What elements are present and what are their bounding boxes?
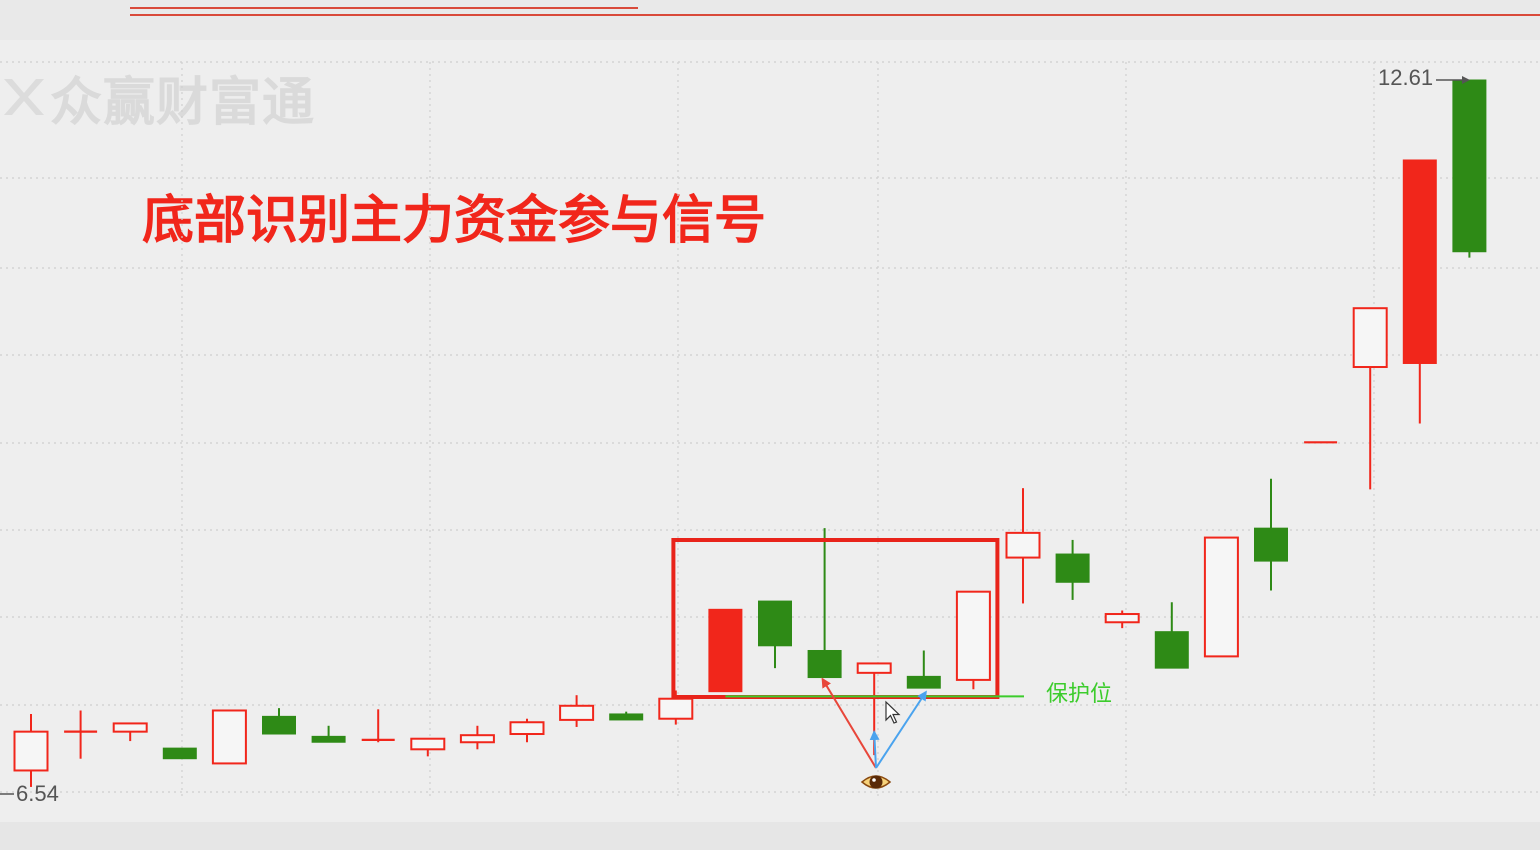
chart-headline: 底部识别主力资金参与信号 (142, 191, 767, 251)
signal-arrow-blue-center (869, 730, 880, 769)
candle-body (1352, 307, 1388, 369)
candle (410, 737, 446, 757)
candle-body (955, 590, 991, 681)
candle-body (1452, 79, 1487, 253)
candle (262, 708, 296, 735)
annotation-overlay (0, 76, 1470, 795)
candles (13, 79, 1487, 787)
candle (459, 725, 495, 750)
watermark-logo: 众赢财富通 (0, 62, 315, 133)
candle (708, 608, 743, 693)
candle-body (658, 697, 694, 720)
top-accent-line (130, 7, 638, 9)
candle (807, 528, 842, 679)
candle (64, 710, 98, 759)
candle (1452, 79, 1487, 258)
signal-arrow-red (821, 677, 877, 769)
candle (1402, 159, 1437, 424)
candle-body (1005, 531, 1041, 559)
candle (955, 590, 991, 690)
candle (361, 709, 395, 743)
candle-body (758, 600, 792, 647)
candle-body (1203, 536, 1239, 658)
top-accent-line-long (130, 14, 1540, 16)
candle (758, 600, 792, 669)
candle (1005, 488, 1041, 604)
candle (509, 718, 545, 743)
high-marker-arrow (1462, 76, 1470, 84)
candle-body (906, 675, 941, 689)
candle (1203, 536, 1239, 658)
high-price-label: 12.61 (1378, 65, 1434, 90)
mouse-cursor-icon (885, 700, 901, 724)
candle (311, 725, 346, 743)
candle-body (410, 737, 446, 751)
candle (906, 650, 941, 689)
top-band (0, 0, 1540, 40)
candle (559, 695, 595, 727)
candle-body (856, 662, 892, 674)
candle-body (112, 722, 148, 733)
candle (1104, 610, 1140, 629)
candle-body (559, 704, 595, 721)
candle-body (1254, 527, 1288, 562)
candle-body (162, 747, 197, 760)
candle-body (262, 715, 296, 735)
candle-body (509, 721, 545, 736)
candle-body (1402, 159, 1437, 364)
support-level-label: 保护位 (1046, 682, 1113, 707)
grid-lines (0, 61, 1540, 800)
candle (211, 709, 247, 765)
logo-mark-icon (4, 79, 44, 115)
eye-icon (860, 775, 892, 789)
signal-arrow-blue-right (875, 690, 927, 769)
candle (162, 747, 197, 760)
candle (1154, 602, 1189, 669)
candle (112, 722, 148, 742)
candle-body (211, 709, 247, 765)
candle-body (1154, 631, 1189, 669)
candle-body (1104, 613, 1140, 624)
eye-iris (869, 775, 883, 789)
candle-body (1055, 553, 1090, 583)
cursor-shape (885, 700, 901, 724)
eye-glint (872, 778, 876, 782)
candle-body (609, 713, 644, 721)
candle (1254, 478, 1288, 591)
candle-body (807, 649, 842, 679)
candle (609, 711, 644, 721)
candle (1055, 539, 1090, 600)
candle-body (13, 730, 49, 772)
bottom-band (0, 822, 1540, 850)
candle-body (459, 734, 495, 744)
low-price-label: 6.54 (16, 781, 59, 806)
candle (1352, 307, 1388, 490)
candle-body (311, 735, 346, 743)
candle-body (708, 608, 743, 693)
candle (13, 714, 49, 787)
